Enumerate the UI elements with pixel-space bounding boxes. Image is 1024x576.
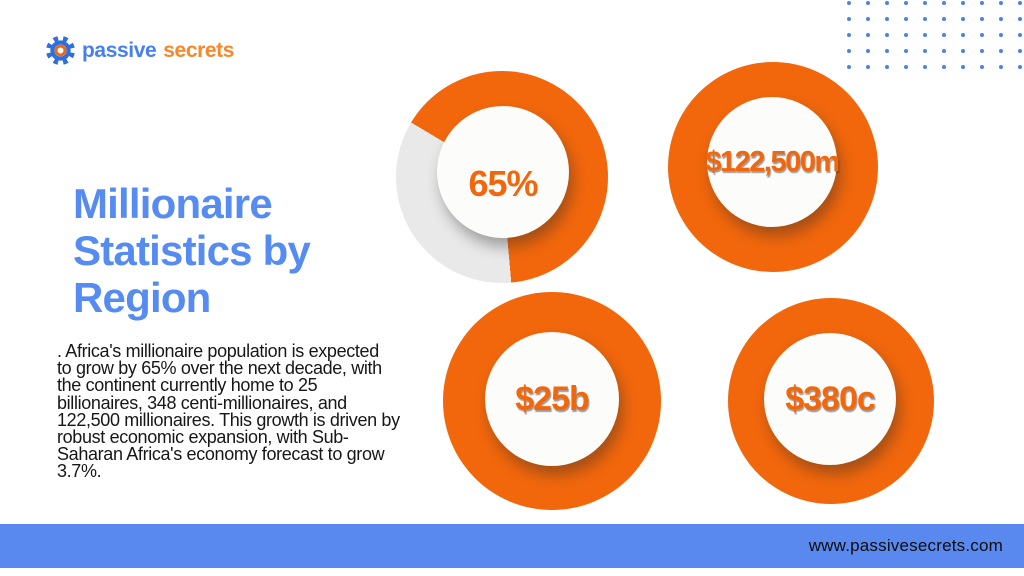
footer-bar: www.passivesecrets.com xyxy=(0,524,1024,568)
dot xyxy=(999,49,1003,53)
dot xyxy=(904,33,908,37)
dot xyxy=(1018,49,1022,53)
dot xyxy=(942,49,946,53)
brand-logo: passive secrets xyxy=(45,35,234,66)
donut-chart-millionaires: $122,500m xyxy=(668,62,878,272)
dot xyxy=(961,33,965,37)
dot xyxy=(847,17,851,21)
dot xyxy=(1018,65,1022,69)
dot xyxy=(904,65,908,69)
dot xyxy=(847,1,851,5)
dot xyxy=(980,49,984,53)
brand-word-secrets: secrets xyxy=(163,38,235,62)
dot xyxy=(980,65,984,69)
gear-icon xyxy=(45,35,76,66)
donut-center: 65% xyxy=(437,106,569,238)
stat-value-growth: 65% xyxy=(468,163,538,204)
dot xyxy=(885,49,889,53)
dot xyxy=(999,17,1003,21)
dot xyxy=(923,1,927,5)
dot xyxy=(942,17,946,21)
dot xyxy=(866,33,870,37)
dot xyxy=(866,17,870,21)
dot xyxy=(942,33,946,37)
dot-grid-decoration xyxy=(847,1,1024,81)
dot xyxy=(1018,1,1022,5)
dot xyxy=(923,17,927,21)
dot xyxy=(942,1,946,5)
dot xyxy=(847,49,851,53)
dot xyxy=(904,17,908,21)
donut-center: $25b xyxy=(485,332,619,466)
dot xyxy=(999,1,1003,5)
dot xyxy=(923,33,927,37)
dot xyxy=(980,1,984,5)
page-title: Millionaire Statistics by Region xyxy=(73,180,311,321)
website-url: www.passivesecrets.com xyxy=(808,536,1003,555)
dot xyxy=(866,49,870,53)
stat-value-millionaires: $122,500m xyxy=(705,145,840,178)
dot xyxy=(980,33,984,37)
dot xyxy=(961,49,965,53)
dot xyxy=(999,33,1003,37)
dot xyxy=(923,65,927,69)
stat-value-billionaires: $25b xyxy=(515,379,589,418)
dot xyxy=(999,65,1003,69)
dot xyxy=(885,33,889,37)
donut-chart-billionaires: $25b xyxy=(443,292,661,510)
dot xyxy=(923,49,927,53)
dot xyxy=(904,1,908,5)
dot xyxy=(980,17,984,21)
dot xyxy=(942,65,946,69)
donut-chart-centimillionaires: $380c xyxy=(728,298,934,504)
dot xyxy=(885,65,889,69)
stat-value-centimillionaires: $380c xyxy=(785,379,876,418)
dot xyxy=(961,17,965,21)
dot xyxy=(961,65,965,69)
dot xyxy=(885,17,889,21)
dot xyxy=(961,1,965,5)
dot xyxy=(904,49,908,53)
donut-center: $122,500m xyxy=(705,97,840,227)
dot xyxy=(885,1,889,5)
dot xyxy=(1018,17,1022,21)
donut-center: $380c xyxy=(764,333,896,465)
brand-word-passive: passive xyxy=(82,38,157,62)
dot xyxy=(847,65,851,69)
dot xyxy=(866,1,870,5)
dot xyxy=(847,33,851,37)
dot xyxy=(866,65,870,69)
dot xyxy=(1018,33,1022,37)
donut-chart-growth-65pct: 65% xyxy=(396,71,608,283)
body-paragraph: . Africa's millionaire population is exp… xyxy=(57,341,400,482)
